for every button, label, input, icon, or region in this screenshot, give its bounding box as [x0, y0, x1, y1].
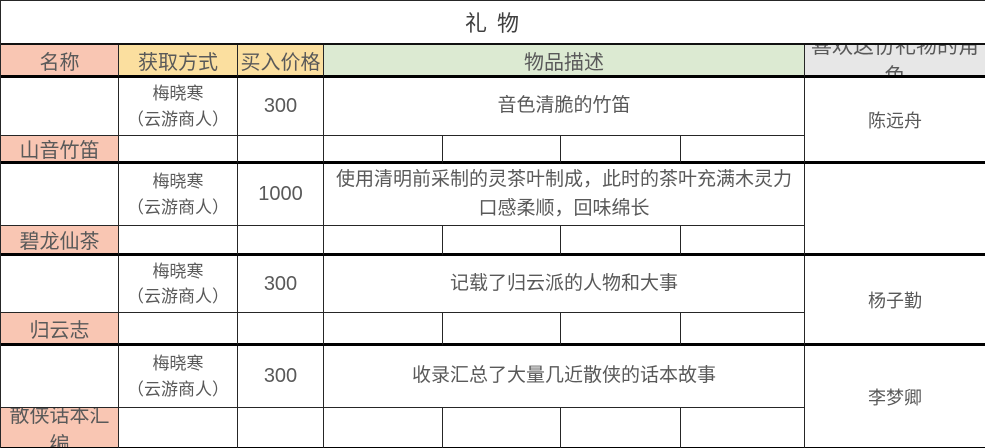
desc-sub-cell[interactable]	[681, 313, 805, 346]
empty-cell[interactable]	[119, 313, 238, 346]
header-name[interactable]: 名称	[1, 45, 119, 78]
empty-cell[interactable]	[119, 136, 238, 164]
gift-name-cell[interactable]: 归云志	[1, 313, 119, 346]
name-empty-cell[interactable]	[1, 256, 119, 313]
header-liked-by[interactable]: 喜欢这份礼物的角色	[805, 45, 985, 78]
desc-sub-cell[interactable]	[681, 408, 805, 448]
desc-sub-cell[interactable]	[324, 226, 443, 256]
sheet-title[interactable]: 礼 物	[1, 1, 985, 45]
liked-by-cell[interactable]	[805, 164, 985, 256]
desc-sub-cell[interactable]	[561, 226, 681, 256]
desc-sub-cell[interactable]	[681, 226, 805, 256]
header-description[interactable]: 物品描述	[324, 45, 805, 78]
source-cell[interactable]: 梅晓寒 （云游商人）	[119, 78, 238, 136]
empty-cell[interactable]	[238, 136, 324, 164]
desc-sub-cell[interactable]	[561, 408, 681, 448]
liked-by-cell[interactable]: 杨子勤	[805, 256, 985, 346]
description-cell[interactable]: 使用清明前采制的灵茶叶制成，此时的茶叶充满木灵力 口感柔顺，回味绵长	[324, 164, 805, 226]
desc-sub-cell[interactable]	[443, 136, 561, 164]
source-cell[interactable]: 梅晓寒 （云游商人）	[119, 164, 238, 226]
source-cell[interactable]: 梅晓寒 （云游商人）	[119, 256, 238, 313]
empty-cell[interactable]	[238, 226, 324, 256]
desc-sub-cell[interactable]	[443, 226, 561, 256]
price-cell[interactable]: 1000	[238, 164, 324, 226]
gift-name-cell[interactable]: 山音竹笛	[1, 136, 119, 164]
source-cell[interactable]: 梅晓寒 （云游商人）	[119, 346, 238, 408]
liked-by-cell[interactable]: 陈远舟	[805, 78, 985, 164]
name-empty-cell[interactable]	[1, 78, 119, 136]
desc-sub-cell[interactable]	[324, 408, 443, 448]
price-cell[interactable]: 300	[238, 346, 324, 408]
gift-name-cell[interactable]: 散侠话本汇编	[1, 408, 119, 448]
desc-sub-cell[interactable]	[443, 313, 561, 346]
empty-cell[interactable]	[238, 408, 324, 448]
description-cell[interactable]: 音色清脆的竹笛	[324, 78, 805, 136]
description-cell[interactable]: 收录汇总了大量几近散侠的话本故事	[324, 346, 805, 408]
name-empty-cell[interactable]	[1, 164, 119, 226]
desc-sub-cell[interactable]	[681, 136, 805, 164]
name-empty-cell[interactable]	[1, 346, 119, 408]
desc-sub-cell[interactable]	[443, 408, 561, 448]
header-source[interactable]: 获取方式	[119, 45, 238, 78]
empty-cell[interactable]	[238, 313, 324, 346]
description-cell[interactable]: 记载了归云派的人物和大事	[324, 256, 805, 313]
empty-cell[interactable]	[119, 226, 238, 256]
liked-by-cell[interactable]: 李梦卿	[805, 346, 985, 448]
desc-sub-cell[interactable]	[324, 313, 443, 346]
desc-sub-cell[interactable]	[561, 313, 681, 346]
price-cell[interactable]: 300	[238, 78, 324, 136]
desc-sub-cell[interactable]	[561, 136, 681, 164]
gift-name-cell[interactable]: 碧龙仙茶	[1, 226, 119, 256]
header-price[interactable]: 买入价格	[238, 45, 324, 78]
desc-sub-cell[interactable]	[324, 136, 443, 164]
empty-cell[interactable]	[119, 408, 238, 448]
price-cell[interactable]: 300	[238, 256, 324, 313]
